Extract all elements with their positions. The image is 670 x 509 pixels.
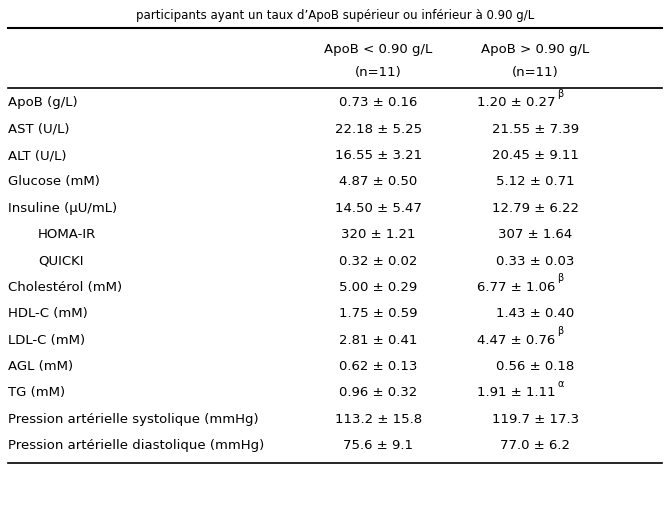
- Text: 14.50 ± 5.47: 14.50 ± 5.47: [335, 202, 422, 214]
- Text: 307 ± 1.64: 307 ± 1.64: [498, 228, 572, 241]
- Text: ApoB < 0.90 g/L: ApoB < 0.90 g/L: [324, 43, 433, 56]
- Text: 20.45 ± 9.11: 20.45 ± 9.11: [492, 149, 579, 162]
- Text: 320 ± 1.21: 320 ± 1.21: [341, 228, 415, 241]
- Text: participants ayant un taux d’ApoB supérieur ou inférieur à 0.90 g/L: participants ayant un taux d’ApoB supéri…: [136, 9, 534, 22]
- Text: Glucose (mM): Glucose (mM): [8, 175, 100, 188]
- Text: TG (mM): TG (mM): [8, 386, 65, 399]
- Text: 16.55 ± 3.21: 16.55 ± 3.21: [335, 149, 422, 162]
- Text: 4.47 ± 0.76: 4.47 ± 0.76: [477, 333, 555, 346]
- Text: AST (U/L): AST (U/L): [8, 123, 70, 135]
- Text: Pression artérielle systolique (mmHg): Pression artérielle systolique (mmHg): [8, 412, 259, 425]
- Text: 0.33 ± 0.03: 0.33 ± 0.03: [496, 254, 574, 267]
- Text: ALT (U/L): ALT (U/L): [8, 149, 66, 162]
- Text: 4.87 ± 0.50: 4.87 ± 0.50: [339, 175, 417, 188]
- Text: 5.00 ± 0.29: 5.00 ± 0.29: [339, 280, 417, 293]
- Text: Pression artérielle diastolique (mmHg): Pression artérielle diastolique (mmHg): [8, 438, 264, 451]
- Text: HOMA-IR: HOMA-IR: [38, 228, 96, 241]
- Text: 0.56 ± 0.18: 0.56 ± 0.18: [496, 359, 574, 373]
- Text: 1.20 ± 0.27: 1.20 ± 0.27: [477, 96, 555, 109]
- Text: 5.12 ± 0.71: 5.12 ± 0.71: [496, 175, 574, 188]
- Text: (n=11): (n=11): [512, 66, 559, 79]
- Text: 1.43 ± 0.40: 1.43 ± 0.40: [496, 307, 574, 320]
- Text: 1.75 ± 0.59: 1.75 ± 0.59: [339, 307, 417, 320]
- Text: Cholestérol (mM): Cholestérol (mM): [8, 280, 122, 293]
- Text: 21.55 ± 7.39: 21.55 ± 7.39: [492, 123, 579, 135]
- Text: 113.2 ± 15.8: 113.2 ± 15.8: [335, 412, 422, 425]
- Text: 77.0 ± 6.2: 77.0 ± 6.2: [500, 438, 570, 451]
- Text: 1.91 ± 1.11: 1.91 ± 1.11: [477, 386, 555, 399]
- Text: QUICKI: QUICKI: [38, 254, 84, 267]
- Text: 0.32 ± 0.02: 0.32 ± 0.02: [339, 254, 417, 267]
- Text: Insuline (μU/mL): Insuline (μU/mL): [8, 202, 117, 214]
- Text: LDL-C (mM): LDL-C (mM): [8, 333, 85, 346]
- Text: 119.7 ± 17.3: 119.7 ± 17.3: [492, 412, 579, 425]
- Text: 2.81 ± 0.41: 2.81 ± 0.41: [339, 333, 417, 346]
- Text: 0.96 ± 0.32: 0.96 ± 0.32: [339, 386, 417, 399]
- Text: 12.79 ± 6.22: 12.79 ± 6.22: [492, 202, 579, 214]
- Text: ApoB (g/L): ApoB (g/L): [8, 96, 78, 109]
- Text: β: β: [557, 273, 564, 283]
- Text: AGL (mM): AGL (mM): [8, 359, 73, 373]
- Text: 0.62 ± 0.13: 0.62 ± 0.13: [339, 359, 417, 373]
- Text: β: β: [557, 325, 564, 335]
- Text: α: α: [557, 378, 564, 388]
- Text: 75.6 ± 9.1: 75.6 ± 9.1: [343, 438, 413, 451]
- Text: ApoB > 0.90 g/L: ApoB > 0.90 g/L: [481, 43, 590, 56]
- Text: (n=11): (n=11): [355, 66, 402, 79]
- Text: β: β: [557, 89, 564, 99]
- Text: HDL-C (mM): HDL-C (mM): [8, 307, 88, 320]
- Text: 0.73 ± 0.16: 0.73 ± 0.16: [339, 96, 417, 109]
- Text: 6.77 ± 1.06: 6.77 ± 1.06: [477, 280, 555, 293]
- Text: 22.18 ± 5.25: 22.18 ± 5.25: [335, 123, 422, 135]
